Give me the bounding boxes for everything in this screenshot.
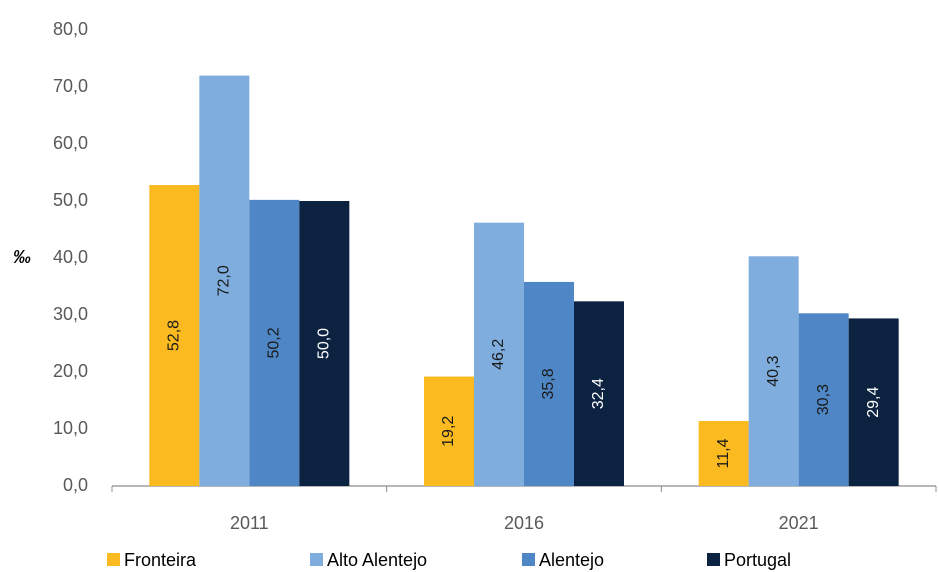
data-label: 19,2 [440, 416, 457, 447]
bar [798, 313, 849, 486]
y-tick-label: 70,0 [53, 76, 88, 96]
data-label: 11,4 [715, 438, 732, 468]
x-tick-label: 2011 [230, 513, 269, 533]
data-label: 46,2 [490, 339, 507, 370]
bar [748, 256, 799, 486]
data-label: 50,2 [266, 327, 283, 358]
legend-swatch [310, 553, 323, 566]
data-label: 52,8 [166, 320, 183, 351]
legend-label: Portugal [724, 550, 791, 570]
y-tick-label: 80,0 [53, 19, 88, 39]
y-tick-label: 10,0 [53, 418, 88, 438]
y-tick-label: 40,0 [53, 247, 88, 267]
legend-label: Alto Alentejo [327, 550, 427, 570]
data-label: 40,3 [765, 355, 782, 386]
legend-label: Fronteira [124, 550, 197, 570]
legend-swatch [107, 553, 120, 566]
y-axis-label: ‰ [13, 247, 31, 267]
x-tick-label: 2021 [779, 513, 819, 533]
legend-swatch [707, 553, 720, 566]
data-label: 32,4 [590, 378, 607, 409]
bar [848, 318, 899, 486]
data-label: 35,8 [540, 368, 557, 399]
y-tick-label: 60,0 [53, 133, 88, 153]
data-label: 72,0 [216, 265, 233, 296]
bar [424, 376, 474, 486]
data-label: 29,4 [865, 387, 882, 418]
y-tick-label: 30,0 [53, 304, 88, 324]
y-tick-label: 50,0 [53, 190, 88, 210]
bar [698, 421, 749, 486]
bar [574, 301, 624, 486]
bar [474, 222, 524, 486]
legend-label: Alentejo [539, 550, 604, 570]
y-tick-label: 0,0 [63, 475, 88, 495]
bar [249, 199, 300, 487]
bar [524, 281, 574, 486]
data-label: 50,0 [316, 328, 333, 359]
data-label: 30,3 [815, 384, 832, 415]
bar [149, 185, 200, 487]
y-tick-label: 20,0 [53, 361, 88, 381]
legend-swatch [522, 553, 535, 566]
x-tick-label: 2016 [504, 513, 544, 533]
bar [199, 75, 250, 486]
bar [299, 201, 350, 486]
